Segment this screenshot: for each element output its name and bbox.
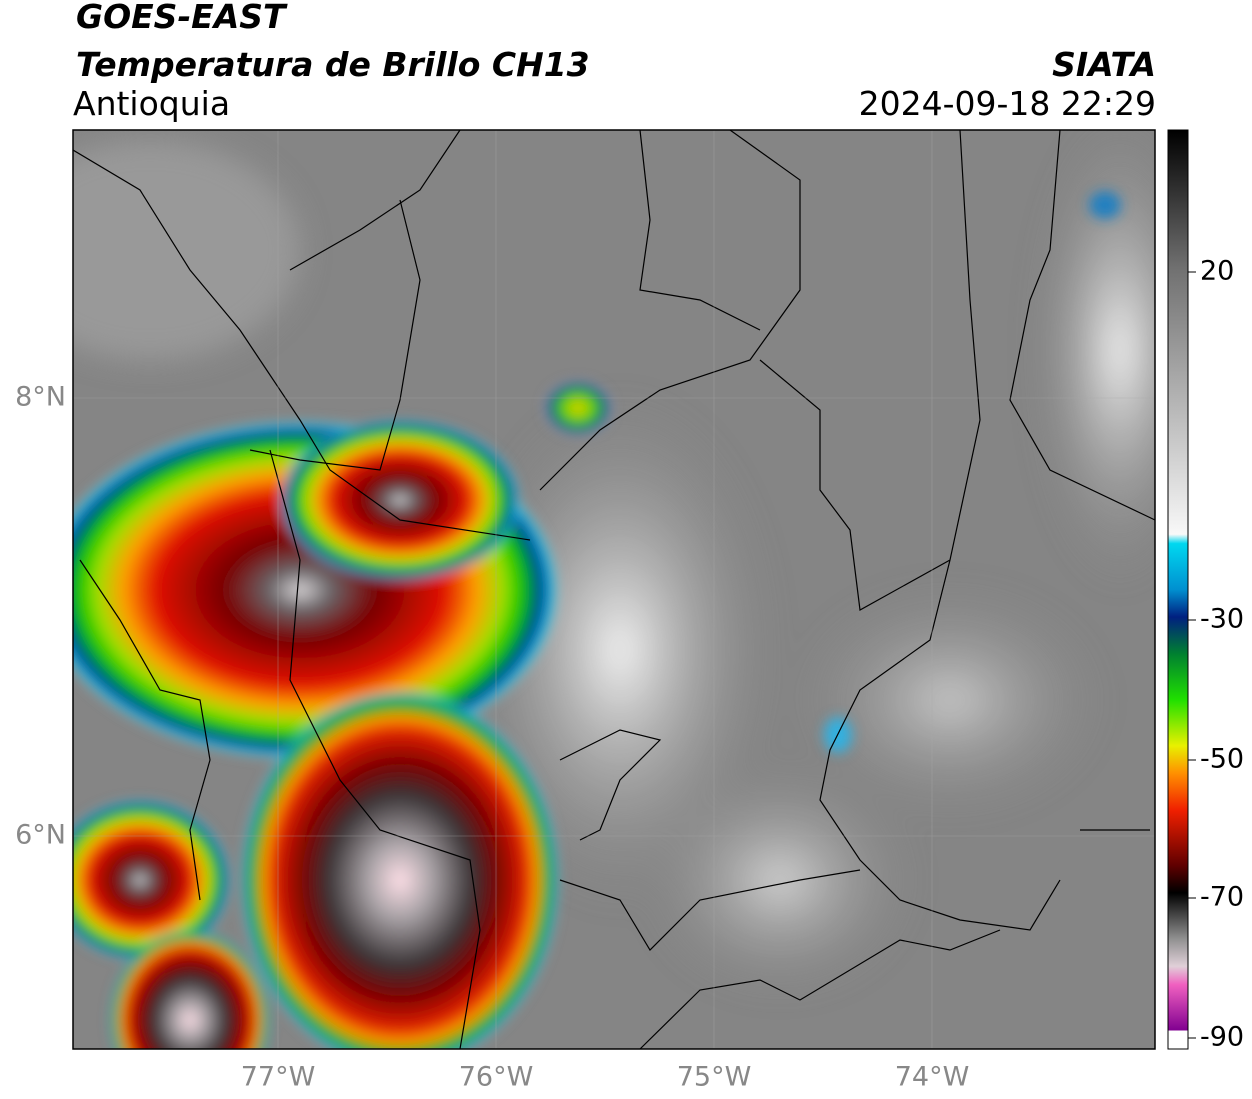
region: Antioquia — [73, 84, 231, 123]
lon-label: 77°W — [241, 1062, 316, 1093]
title: GOES-EAST — [76, 0, 286, 36]
datetime: 2024-09-18 22:29 — [858, 84, 1156, 123]
lon-label: 75°W — [677, 1062, 752, 1093]
colorbar-label: -90 — [1200, 1022, 1244, 1053]
lon-label: 74°W — [895, 1062, 970, 1093]
borders — [73, 130, 1155, 1049]
lon-label: 76°W — [459, 1062, 534, 1093]
lat-label: 8°N — [15, 382, 66, 413]
source: SIATA — [1052, 45, 1156, 84]
colorbar-label: 20 — [1200, 256, 1234, 287]
colorbar-label: -70 — [1200, 882, 1244, 913]
colorbar — [1167, 129, 1189, 1050]
satellite-image — [73, 130, 1155, 1049]
lat-label: 6°N — [15, 820, 66, 851]
subtitle: Temperatura de Brillo CH13 — [76, 45, 590, 84]
colorbar-label: -50 — [1200, 744, 1244, 775]
colorbar-label: -30 — [1200, 604, 1244, 635]
